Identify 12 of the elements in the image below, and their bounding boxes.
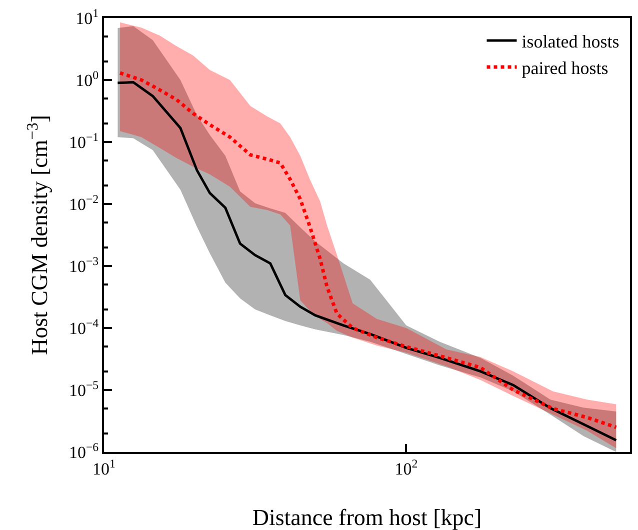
y-tick-label: 10$^{0}$ [76,68,99,90]
y-tick-label: 10$^{−4}$ [68,316,99,338]
x-axis-title: Distance from host [kpc] [252,505,482,530]
y-tick-label: 10$^{−5}$ [68,378,99,400]
y-tick-label: 10$^{−1}$ [68,130,99,152]
y-tick-label: 10$^{−3}$ [68,254,99,276]
y-tick-label: 10$^{−2}$ [68,192,99,214]
x-tick-label: 10$^{2}$ [394,456,418,478]
y-tick-label: 10$^{−6}$ [68,440,99,462]
legend-label: paired hosts [522,58,608,78]
y-tick-label: 10$^{1}$ [76,6,99,28]
legend-label: isolated hosts [522,32,620,52]
